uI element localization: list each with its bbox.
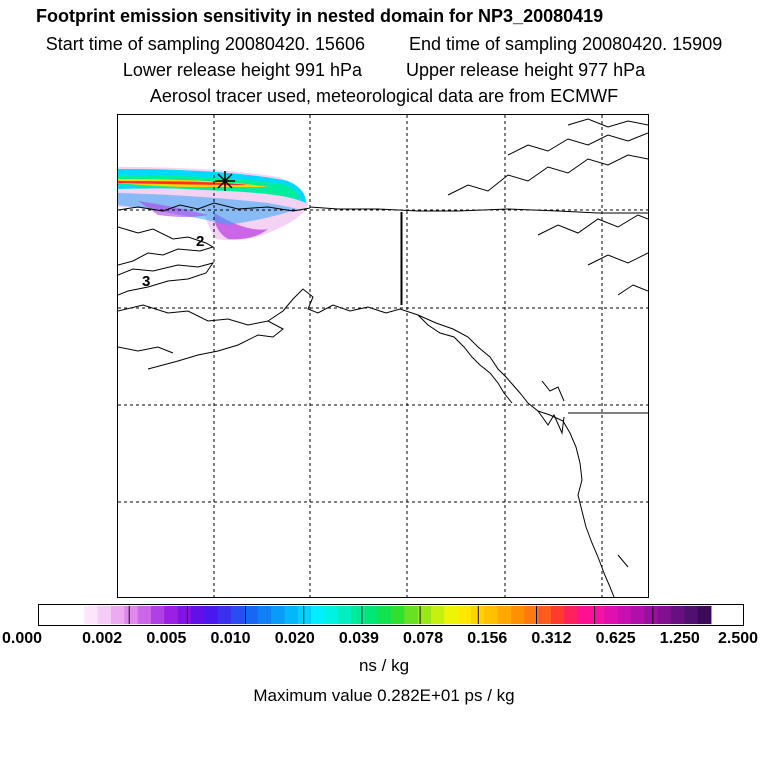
colorbar-swatch (644, 605, 659, 625)
colorbar-swatch (551, 605, 565, 625)
colorbar-swatch (444, 605, 459, 625)
colorbar-swatch (657, 605, 672, 625)
colorbar-tick-label: 0.625 (595, 630, 636, 647)
coastlines (118, 118, 648, 597)
colorbar-swatch (151, 605, 165, 625)
colorbar-swatch (204, 605, 219, 625)
maximum-value: Maximum value 0.282E+01 ps / kg (253, 686, 515, 705)
colorbar-tick-label: 1.250 (659, 630, 700, 647)
colorbar-swatch (164, 605, 179, 625)
colorbar-swatch (511, 605, 525, 625)
colorbar-swatch (671, 605, 685, 625)
colorbar-swatch (457, 605, 472, 625)
colorbar-swatch (604, 605, 619, 625)
colorbar-swatch (191, 605, 205, 625)
colorbar (38, 604, 744, 626)
colorbar-swatch (564, 605, 579, 625)
colorbar-swatch (137, 605, 152, 625)
colorbar-swatch (631, 605, 645, 625)
colorbar-swatch (84, 605, 99, 625)
colorbar-swatch (497, 605, 512, 625)
asterisk-icon (215, 171, 235, 191)
colorbar-swatch (484, 605, 499, 625)
colorbar-swatch (71, 605, 85, 625)
colorbar-tick-label: 0.039 (338, 630, 379, 647)
colorbar-swatch (591, 605, 605, 625)
map-canvas: 2 3 (118, 115, 648, 597)
colorbar-swatch (417, 605, 432, 625)
tracer-info: Aerosol tracer used, meteorological data… (149, 86, 619, 106)
colorbar-tick-label: 0.000 (1, 630, 43, 647)
colorbar-swatch (97, 605, 112, 625)
colorbar-tick-label: 0.005 (146, 630, 187, 647)
colorbar-swatch (377, 605, 392, 625)
colorbar-swatch (537, 605, 552, 625)
colorbar-swatch (404, 605, 419, 625)
plot-title: Footprint emission sensitivity in nested… (36, 6, 604, 26)
colorbar-swatch (257, 605, 272, 625)
colorbar-swatch (337, 605, 352, 625)
colorbar-swatch (351, 605, 365, 625)
start-time: Start time of sampling 20080420. 15606 (45, 34, 365, 54)
colorbar-tick-label: 0.312 (531, 630, 572, 647)
colorbar-tick-label: 0.002 (82, 630, 123, 647)
lower-release-height: Lower release height 991 hPa (122, 60, 362, 80)
contour-label-3: 3 (142, 273, 150, 290)
colorbar-tick-label: 0.020 (274, 630, 315, 647)
colorbar-swatch (111, 605, 125, 625)
colorbar-units: ns / kg (358, 656, 410, 675)
colorbar-tick-label: 0.010 (210, 630, 251, 647)
colorbar-swatch (324, 605, 339, 625)
colorbar-swatch (364, 605, 379, 625)
end-time: End time of sampling 20080420. 15909 (408, 34, 723, 54)
colorbar-swatch (271, 605, 285, 625)
sampling-times: Start time of sampling 20080420. 15606 En… (0, 34, 768, 55)
colorbar-swatch (217, 605, 232, 625)
colorbar-swatch (524, 605, 539, 625)
colorbar-swatch (391, 605, 405, 625)
colorbar-swatch (617, 605, 632, 625)
upper-release-height: Upper release height 977 hPa (406, 60, 646, 80)
colorbar-swatch (124, 605, 139, 625)
colorbar-swatch (697, 605, 712, 625)
colorbar-swatch (311, 605, 325, 625)
colorbar-swatch (684, 605, 699, 625)
colorbar-swatch (431, 605, 445, 625)
colorbar-swatch (297, 605, 312, 625)
lat-lon-grid (118, 115, 648, 597)
colorbar-tick-label: 0.078 (403, 630, 444, 647)
colorbar-tick-label: 0.156 (467, 630, 508, 647)
colorbar-swatch (244, 605, 259, 625)
contour-label-2: 2 (196, 233, 204, 250)
colorbar-swatch (231, 605, 245, 625)
colorbar-tick-label: 2.500 (717, 630, 759, 647)
colorbar-swatch (284, 605, 299, 625)
colorbar-swatch (577, 605, 592, 625)
release-heights: Lower release height 991 hPa Upper releas… (0, 60, 768, 81)
map-panel: 2 3 (117, 114, 649, 598)
colorbar-swatch (177, 605, 192, 625)
